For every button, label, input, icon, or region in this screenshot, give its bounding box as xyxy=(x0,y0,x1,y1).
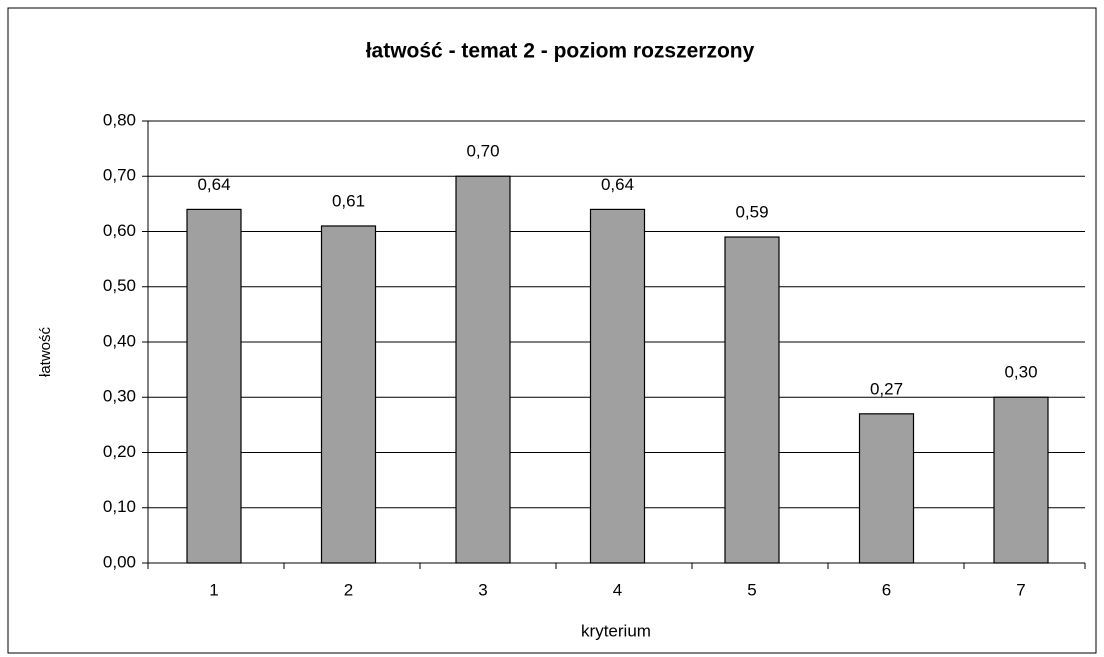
bar xyxy=(455,175,511,564)
y-tick-label: 0,80 xyxy=(103,110,136,129)
data-label: 0,64 xyxy=(601,175,634,194)
x-tick-label: 4 xyxy=(613,580,622,599)
bar xyxy=(993,396,1049,564)
data-label: 0,27 xyxy=(870,379,903,398)
bar xyxy=(320,225,377,564)
x-tick-label: 6 xyxy=(882,580,891,599)
y-tick-label: 0,50 xyxy=(103,276,136,295)
y-tick-label: 0,60 xyxy=(103,221,136,240)
y-axis-label: łatwość xyxy=(37,326,54,377)
x-tick-label: 5 xyxy=(747,580,756,599)
y-tick-label: 0,70 xyxy=(103,166,136,185)
x-axis-label: kryterium xyxy=(581,621,651,640)
data-label: 0,30 xyxy=(1004,363,1037,382)
bar xyxy=(858,413,915,564)
y-tick-label: 0,40 xyxy=(103,331,136,350)
data-label: 0,59 xyxy=(735,203,768,222)
x-tick-label: 1 xyxy=(209,580,218,599)
x-tick-label: 7 xyxy=(1016,580,1025,599)
data-label: 0,61 xyxy=(332,191,365,210)
x-tick-label: 3 xyxy=(478,580,487,599)
x-tick-label: 2 xyxy=(344,580,353,599)
y-tick-label: 0,00 xyxy=(103,552,136,571)
bar xyxy=(589,208,646,564)
data-label: 0,64 xyxy=(197,175,230,194)
data-label: 0,70 xyxy=(466,142,499,161)
chart-frame xyxy=(7,7,1097,654)
bar xyxy=(186,208,242,564)
y-tick-label: 0,20 xyxy=(103,442,136,461)
chart-title: łatwość - temat 2 - poziom rozszerzony xyxy=(366,40,755,63)
bar xyxy=(724,236,780,564)
y-tick-label: 0,10 xyxy=(103,497,136,516)
y-tick-label: 0,30 xyxy=(103,387,136,406)
